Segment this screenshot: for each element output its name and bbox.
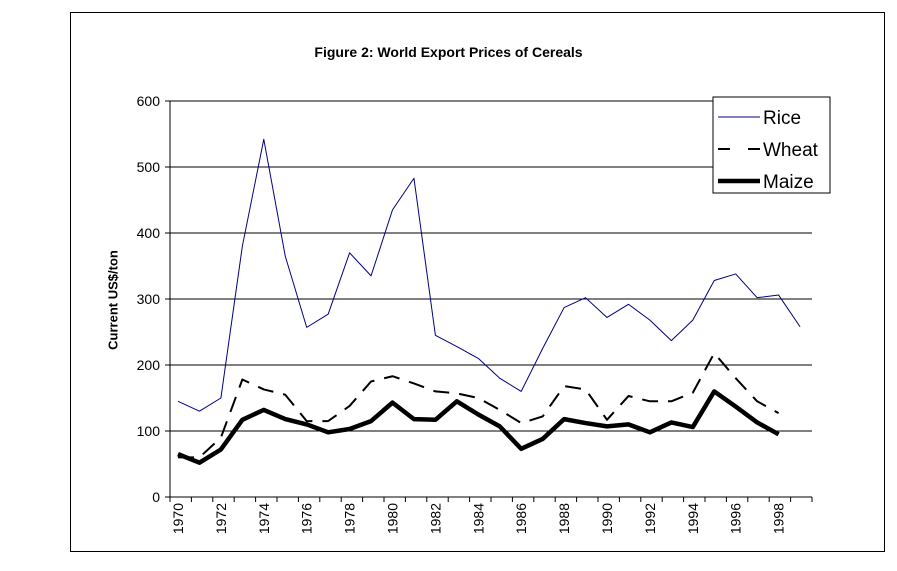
y-tick-label: 600 [137, 93, 161, 109]
x-tick-label: 1998 [771, 503, 787, 534]
y-tick-label: 200 [137, 357, 161, 373]
x-tick-label: 1976 [299, 503, 315, 534]
series-line-wheat [178, 352, 780, 459]
y-tick-label: 300 [137, 291, 161, 307]
y-tick-label: 400 [137, 225, 161, 241]
legend-box [712, 96, 831, 194]
x-tick-label: 1988 [556, 503, 572, 534]
x-tick-label: 1984 [470, 503, 486, 534]
x-tick-label: 1992 [642, 503, 658, 534]
legend-label-wheat: Wheat [763, 140, 819, 161]
y-tick-label: 500 [137, 159, 161, 175]
chart-frame [70, 12, 885, 552]
series-line-maize [177, 389, 780, 465]
legend-label-rice: Rice [763, 108, 801, 129]
x-tick-label: 1970 [170, 503, 186, 534]
x-tick-label: 1994 [685, 503, 701, 534]
x-tick-label: 1978 [342, 503, 358, 534]
x-tick-label: 1986 [513, 503, 529, 534]
legend-label-maize: Maize [763, 172, 814, 193]
x-tick-label: 1972 [213, 503, 229, 534]
x-tick-label: 1980 [385, 503, 401, 534]
x-tick-label: 1982 [427, 503, 443, 534]
y-tick-label: 0 [152, 489, 160, 505]
y-tick-label: 100 [137, 423, 161, 439]
x-tick-label: 1974 [256, 503, 272, 534]
x-tick-label: 1990 [599, 503, 615, 534]
chart-title: Figure 2: World Export Prices of Cereals [314, 44, 583, 60]
series-line-rice [177, 138, 801, 412]
x-tick-label: 1996 [728, 503, 744, 534]
